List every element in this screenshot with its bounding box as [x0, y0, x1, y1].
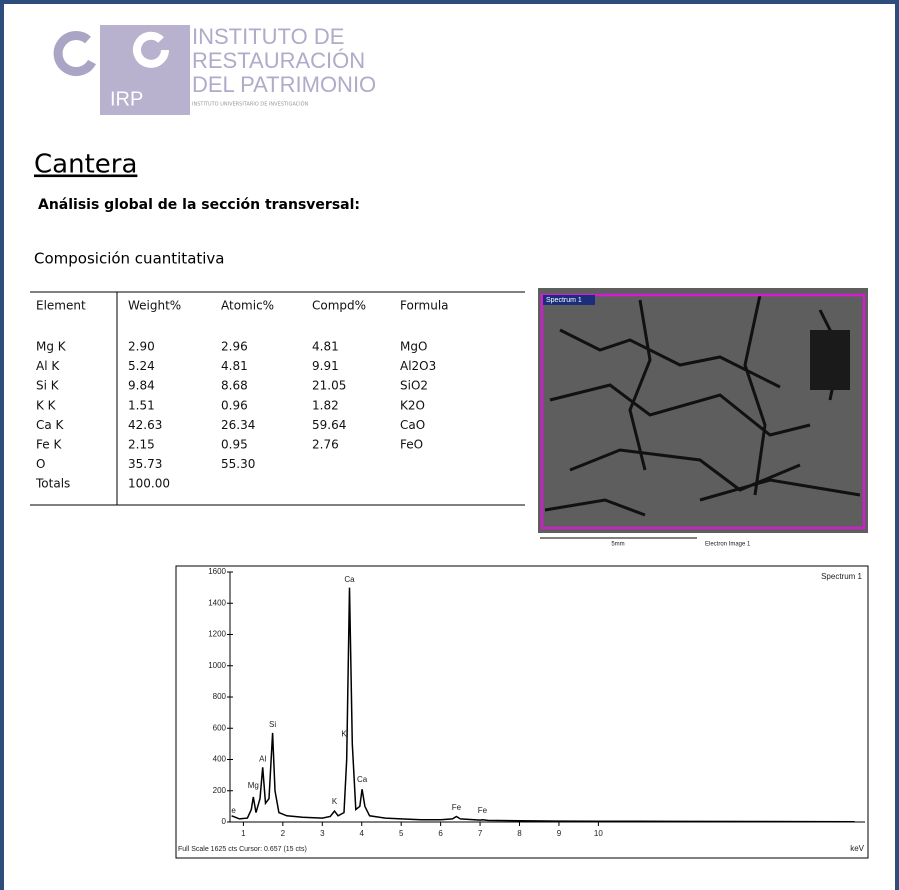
- spectrum-line: [231, 587, 855, 823]
- table-header: Atomic%: [221, 299, 274, 313]
- x-tick-label: 8: [517, 829, 522, 838]
- table-cell: FeO: [400, 438, 423, 452]
- table-cell: Ca K: [36, 418, 65, 432]
- x-tick-label: 10: [594, 829, 603, 838]
- table-cell: 1.82: [312, 398, 339, 412]
- table-cell: 26.34: [221, 418, 255, 432]
- table-cell: 4.81: [312, 340, 339, 354]
- x-tick-label: 7: [478, 829, 483, 838]
- table-cell: Mg K: [36, 340, 67, 354]
- x-tick-label: 2: [281, 829, 286, 838]
- y-tick-label: 400: [213, 755, 227, 764]
- peak-label: Fe: [478, 806, 488, 815]
- peak-label: Si: [269, 720, 276, 729]
- y-tick-label: 600: [213, 723, 227, 732]
- image-caption: Electron Image 1: [705, 542, 751, 548]
- table: Element Weight% Atomic% Compd% Formula Mg K 2.…: [30, 291, 525, 506]
- peak-label: Mg: [248, 781, 259, 790]
- peak-label: e: [231, 806, 236, 815]
- table-header: Compd%: [312, 299, 366, 313]
- table-cell: 5.24: [128, 359, 155, 373]
- y-tick-label: 800: [213, 692, 227, 701]
- table-cell: SiO2: [400, 379, 428, 393]
- table-header: Formula: [400, 299, 449, 313]
- electron-image: Spectrum 1 5mm Electron Image 1: [538, 288, 868, 548]
- table-cell: 100.00: [128, 477, 170, 491]
- table-cell: 2.96: [221, 340, 248, 354]
- table-cell: 8.68: [221, 379, 248, 393]
- y-tick-label: 1400: [208, 598, 226, 607]
- table-cell: Fe K: [36, 438, 62, 452]
- table-cell: 2.76: [312, 438, 339, 452]
- logo-initials: IRP: [110, 88, 143, 110]
- table-cell: 2.15: [128, 438, 155, 452]
- institute-line: INSTITUTO DE: [192, 24, 344, 49]
- table-cell: 9.91: [312, 359, 339, 373]
- x-tick-label: 6: [438, 829, 443, 838]
- scale-label: 5mm: [611, 542, 624, 548]
- table-cell: K2O: [400, 398, 425, 412]
- institute-line: DEL PATRIMONIO: [192, 72, 376, 97]
- x-tick-label: 3: [320, 829, 325, 838]
- table-cell: K K: [36, 398, 57, 412]
- y-tick-label: 1600: [208, 567, 226, 576]
- peak-label: Ca: [357, 775, 368, 784]
- y-tick-label: 1200: [208, 630, 226, 639]
- x-tick-label: 1: [241, 829, 246, 838]
- institute-line: RESTAURACIÓN: [192, 48, 365, 73]
- y-tick-label: 200: [213, 786, 227, 795]
- table-cell: 4.81: [221, 359, 248, 373]
- table-cell: 59.64: [312, 418, 346, 432]
- table-cell: 9.84: [128, 379, 155, 393]
- y-tick-label: 0: [222, 817, 227, 826]
- table-cell: 0.95: [221, 438, 248, 452]
- peak-label: Fe: [452, 803, 462, 812]
- table-cell: Al2O3: [400, 359, 436, 373]
- section-heading: Composición cuantitativa: [34, 250, 225, 268]
- table-cell: 0.96: [221, 398, 248, 412]
- institute-sub: INSTITUTO UNIVERSITARIO DE INVESTIGACIÓN: [192, 101, 309, 108]
- table-header: Weight%: [128, 299, 181, 313]
- peak-label: Al: [259, 755, 266, 764]
- table-cell: 1.51: [128, 398, 155, 412]
- spectrum-box: [175, 565, 869, 859]
- table-cell: Si K: [36, 379, 60, 393]
- table-cell: CaO: [400, 418, 425, 432]
- x-tick-label: 9: [557, 829, 562, 838]
- x-axis-label: keV: [850, 844, 864, 853]
- image-label: Spectrum 1: [546, 297, 582, 304]
- table-cell: 55.30: [221, 457, 255, 471]
- x-tick-label: 4: [360, 829, 365, 838]
- table-cell: 35.73: [128, 457, 162, 471]
- table-cell: 42.63: [128, 418, 162, 432]
- peak-label: K: [341, 730, 347, 739]
- table-cell: Totals: [35, 477, 70, 491]
- table-cell: 21.05: [312, 379, 346, 393]
- peak-label: K: [332, 797, 338, 806]
- table-cell: Al K: [36, 359, 60, 373]
- subtitle: Análisis global de la sección transversa…: [38, 197, 360, 213]
- x-tick-label: 5: [399, 829, 404, 838]
- title: Cantera: [34, 150, 137, 180]
- peak-label: Ca: [344, 575, 355, 584]
- y-tick-label: 1000: [208, 661, 226, 670]
- chart-footer: Full Scale 1625 cts Cursor: 0.657 (15 ct…: [178, 846, 307, 853]
- table-header: Element: [36, 299, 86, 313]
- chart-title: Spectrum 1: [821, 572, 862, 581]
- table-cell: O: [36, 457, 45, 471]
- logo: IRP INSTITUTO DE RESTAURACIÓN DEL PATRIM…: [53, 24, 376, 115]
- table-cell: MgO: [400, 340, 427, 354]
- table-cell: 2.90: [128, 340, 155, 354]
